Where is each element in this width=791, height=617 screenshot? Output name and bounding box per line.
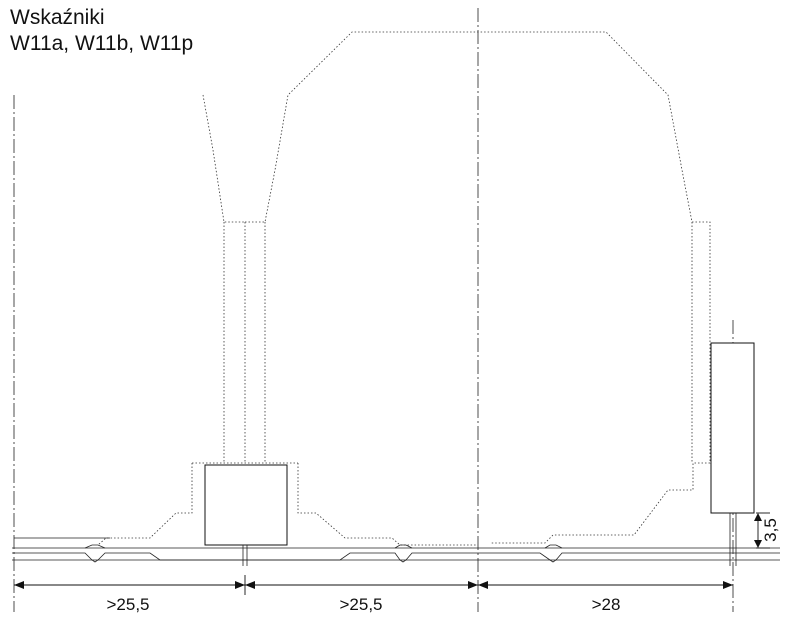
base-step-center (297, 463, 478, 546)
title-line-1: Wskaźniki (10, 6, 105, 29)
left-signal-box (204, 464, 288, 546)
dimension-label-left: >25,5 (106, 595, 149, 614)
dimension-label-right: >28 (592, 595, 621, 614)
left-signal-outline (202, 94, 245, 223)
dimension-label-height: 3,5 (761, 518, 780, 542)
diagram-title: Wskaźniki W11a, W11b, W11p (10, 5, 193, 57)
dimension-label-middle: >25,5 (339, 595, 382, 614)
clearance-gauge-outline (245, 31, 711, 544)
base-step-left (97, 463, 193, 546)
title-line-2: W11a, W11b, W11p (10, 32, 194, 55)
sleeper-profile (12, 552, 780, 563)
right-signal-box (710, 342, 755, 514)
